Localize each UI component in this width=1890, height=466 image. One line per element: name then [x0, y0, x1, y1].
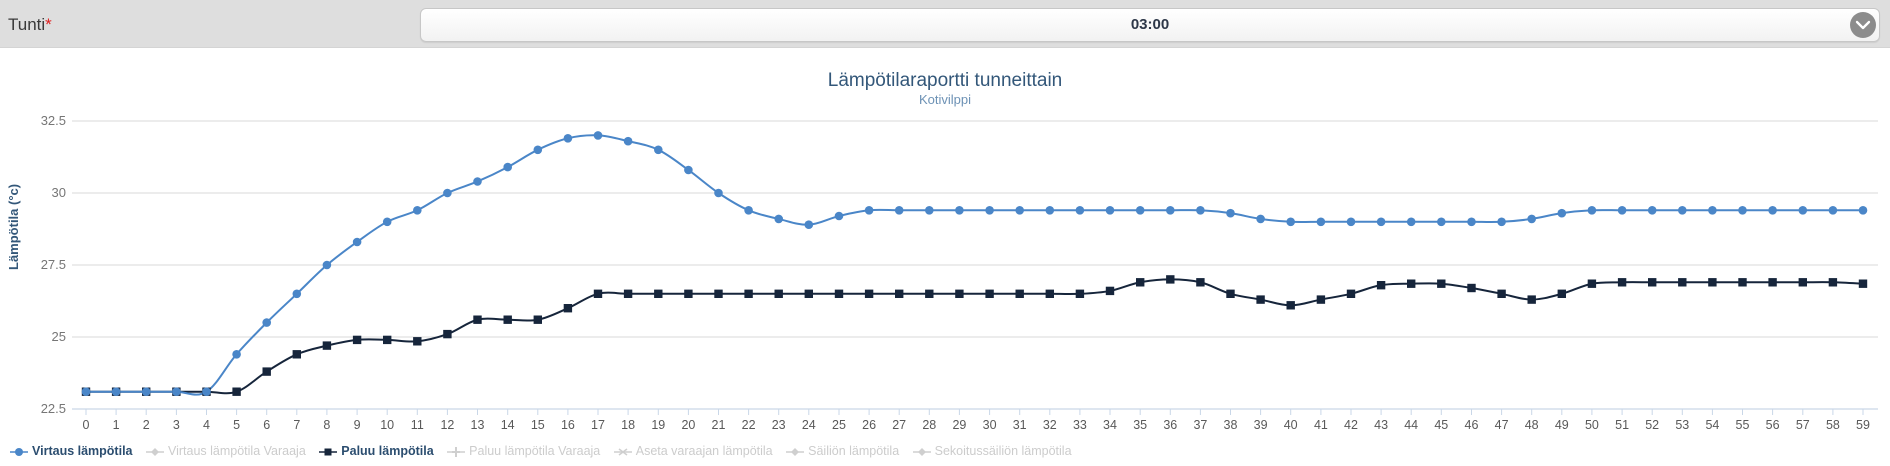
svg-text:38: 38: [1224, 418, 1238, 432]
svg-text:12: 12: [440, 418, 454, 432]
svg-text:46: 46: [1465, 418, 1479, 432]
svg-text:11: 11: [411, 418, 424, 432]
svg-text:25: 25: [832, 418, 846, 432]
svg-text:19: 19: [651, 418, 665, 432]
svg-text:59: 59: [1856, 418, 1870, 432]
svg-text:27.5: 27.5: [41, 257, 66, 272]
svg-text:4: 4: [203, 418, 210, 432]
svg-text:57: 57: [1796, 418, 1810, 432]
svg-text:29: 29: [952, 418, 966, 432]
svg-text:43: 43: [1374, 418, 1388, 432]
svg-text:31: 31: [1013, 418, 1027, 432]
svg-text:8: 8: [323, 418, 330, 432]
svg-text:36: 36: [1163, 418, 1177, 432]
svg-text:56: 56: [1766, 418, 1780, 432]
svg-text:14: 14: [501, 418, 515, 432]
svg-text:1: 1: [113, 418, 120, 432]
svg-text:30: 30: [52, 185, 66, 200]
svg-text:49: 49: [1555, 418, 1569, 432]
svg-text:44: 44: [1404, 418, 1418, 432]
svg-text:13: 13: [471, 418, 485, 432]
svg-text:16: 16: [561, 418, 575, 432]
svg-text:26: 26: [862, 418, 876, 432]
svg-text:24: 24: [802, 418, 816, 432]
svg-text:9: 9: [354, 418, 361, 432]
svg-text:15: 15: [531, 418, 545, 432]
svg-text:10: 10: [380, 418, 394, 432]
svg-text:21: 21: [712, 418, 726, 432]
svg-text:28: 28: [922, 418, 936, 432]
svg-text:18: 18: [621, 418, 635, 432]
svg-text:6: 6: [263, 418, 270, 432]
svg-text:33: 33: [1073, 418, 1087, 432]
svg-text:41: 41: [1314, 418, 1328, 432]
svg-text:39: 39: [1254, 418, 1268, 432]
svg-text:52: 52: [1645, 418, 1659, 432]
svg-text:2: 2: [143, 418, 150, 432]
svg-text:23: 23: [772, 418, 786, 432]
svg-text:22.5: 22.5: [41, 401, 66, 416]
svg-text:5: 5: [233, 418, 240, 432]
svg-text:3: 3: [173, 418, 180, 432]
svg-text:53: 53: [1675, 418, 1689, 432]
svg-text:7: 7: [293, 418, 300, 432]
svg-text:27: 27: [892, 418, 906, 432]
svg-text:54: 54: [1705, 418, 1719, 432]
svg-text:30: 30: [983, 418, 997, 432]
svg-text:25: 25: [52, 329, 66, 344]
svg-text:17: 17: [591, 418, 605, 432]
svg-text:22: 22: [742, 418, 756, 432]
svg-text:55: 55: [1736, 418, 1750, 432]
svg-text:50: 50: [1585, 418, 1599, 432]
svg-text:32.5: 32.5: [41, 113, 66, 128]
svg-text:0: 0: [83, 418, 90, 432]
svg-text:45: 45: [1434, 418, 1448, 432]
svg-text:20: 20: [681, 418, 695, 432]
svg-text:47: 47: [1495, 418, 1509, 432]
svg-text:48: 48: [1525, 418, 1539, 432]
svg-text:37: 37: [1193, 418, 1207, 432]
svg-text:35: 35: [1133, 418, 1147, 432]
svg-text:40: 40: [1284, 418, 1298, 432]
svg-text:32: 32: [1043, 418, 1057, 432]
svg-text:42: 42: [1344, 418, 1358, 432]
svg-text:34: 34: [1103, 418, 1117, 432]
svg-text:51: 51: [1615, 418, 1629, 432]
svg-text:58: 58: [1826, 418, 1840, 432]
